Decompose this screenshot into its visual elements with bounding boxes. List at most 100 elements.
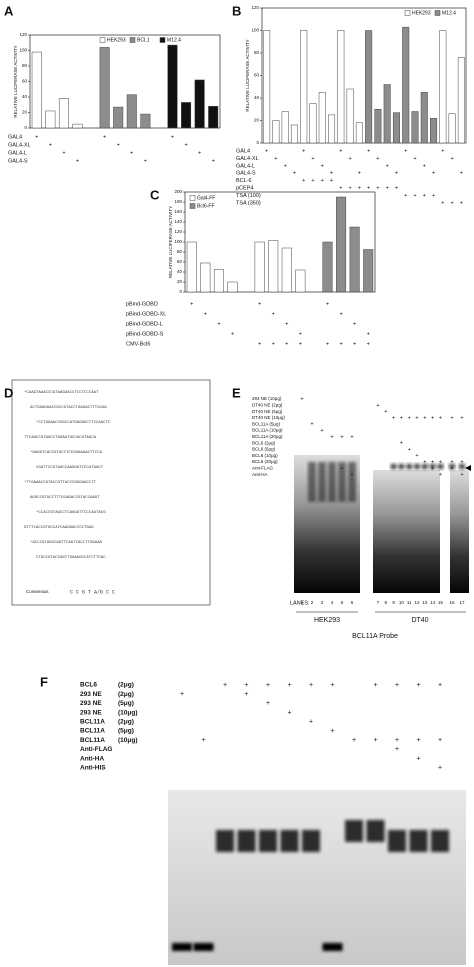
row-label: GAL4-L xyxy=(8,150,27,156)
gel-band xyxy=(429,464,436,469)
y-tick-label: 0 xyxy=(24,125,27,130)
row-mark: + xyxy=(204,311,207,317)
shifted-band xyxy=(388,830,406,852)
condition-mark: + xyxy=(415,415,418,421)
bar xyxy=(309,103,317,144)
condition-mark: + xyxy=(450,415,453,421)
row-label: GAL4-S xyxy=(8,158,28,164)
row-label: pBind-GDBD-L xyxy=(126,321,163,327)
row-label: GAL4 xyxy=(8,134,22,140)
lane-number: 8 xyxy=(385,600,388,605)
gel-band xyxy=(308,462,316,502)
condition-mark: + xyxy=(460,472,463,478)
condition-mark: + xyxy=(460,459,463,465)
row-mark: + xyxy=(326,341,329,347)
row-mark: + xyxy=(272,311,275,317)
bar xyxy=(290,124,298,144)
condition-mark: + xyxy=(223,682,227,689)
row-mark: + xyxy=(274,156,277,162)
row-label: CMV-Bcl6 xyxy=(126,341,150,347)
row-mark: + xyxy=(460,200,463,206)
condition-mark: + xyxy=(340,434,343,440)
row-mark: + xyxy=(321,178,324,184)
bar xyxy=(457,57,465,144)
row-mark: + xyxy=(171,134,174,140)
bar xyxy=(336,196,347,293)
shifted-band xyxy=(431,830,449,852)
condition-mark: + xyxy=(431,459,434,465)
condition-mark: + xyxy=(439,459,442,465)
bar xyxy=(295,269,306,293)
bar xyxy=(45,110,56,129)
gel-band xyxy=(406,464,413,469)
condition-label: BCL11A (10μg) xyxy=(252,428,283,433)
row-label: GAL4-XL xyxy=(236,156,259,162)
condition-label: BCL11A (20μg) xyxy=(252,434,283,439)
row-mark: + xyxy=(190,301,193,307)
row-mark: + xyxy=(450,156,453,162)
gel xyxy=(373,470,469,593)
y-tick-label: 200 xyxy=(174,189,182,194)
condition-mark: + xyxy=(266,682,270,689)
y-tick-label: 20 xyxy=(22,110,28,115)
row-label: pBind-GDBD-XL xyxy=(126,311,166,317)
row-label: GAL4-S xyxy=(236,171,256,177)
row-mark: + xyxy=(460,171,463,177)
row-mark: + xyxy=(339,311,342,317)
condition-mark: + xyxy=(423,459,426,465)
condition-label: BCL11A (5μg) xyxy=(252,421,281,426)
condition-label: BCL6 (2μg) xyxy=(252,440,276,445)
condition-mark: + xyxy=(408,415,411,421)
row-mark: + xyxy=(285,341,288,347)
row-mark: + xyxy=(413,156,416,162)
shifted-band xyxy=(366,820,385,842)
y-tick-label: 20 xyxy=(254,118,260,123)
condition-mark: + xyxy=(416,737,420,744)
gel-band xyxy=(449,464,455,469)
gel-band xyxy=(338,462,346,502)
gel-band xyxy=(459,464,465,469)
bar xyxy=(268,240,279,293)
row-mark: + xyxy=(258,301,261,307)
y-tick-label: 100 xyxy=(174,239,182,244)
condition-mark: + xyxy=(415,453,418,459)
condition-mark: + xyxy=(392,415,395,421)
y-tick-label: 0 xyxy=(179,289,182,294)
bar xyxy=(383,84,391,144)
condition-label: DT40 NE (2μg) xyxy=(252,402,283,407)
probe-label: BCL11A Probe xyxy=(352,633,398,640)
row-mark: + xyxy=(184,142,187,148)
y-tick-label: 120 xyxy=(174,229,182,234)
legend-label: M12.4 xyxy=(167,37,181,43)
condition-label: BCL6 (5μg) xyxy=(252,447,276,452)
row-mark: + xyxy=(311,178,314,184)
shifted-band xyxy=(216,830,234,852)
y-tick-label: 80 xyxy=(177,249,183,254)
condition-label: Anti-HA xyxy=(252,472,268,477)
gel-band xyxy=(348,462,356,502)
condition-amount: (5μg) xyxy=(118,728,134,735)
condition-mark: + xyxy=(439,472,442,478)
sequence-line: *ACCCGTAGCCGGTTCAGTCACCTTGGAAA xyxy=(30,540,103,545)
legend-label: HEK293 xyxy=(412,10,431,16)
lane-number: 15 xyxy=(438,600,444,605)
lane-number: 7 xyxy=(377,600,380,605)
lane-number: 4 xyxy=(331,600,334,605)
condition-amount: (10μg) xyxy=(118,737,138,744)
row-mark: + xyxy=(49,142,52,148)
y-tick-label: 140 xyxy=(174,219,182,224)
row-mark: + xyxy=(367,148,370,154)
row-mark: + xyxy=(353,321,356,327)
legend-swatch xyxy=(404,10,411,16)
condition-mark: + xyxy=(431,415,434,421)
row-label: pCEP4 xyxy=(236,185,253,191)
sequence-line: *CCTGGAACCGGCCATGAGAGCTTCCAACTC xyxy=(36,420,111,425)
y-axis-label: RELATIVE LUCIFERASE ACTIVITY xyxy=(245,39,250,111)
bar xyxy=(318,92,326,144)
free-probe-band xyxy=(193,943,214,951)
row-mark: + xyxy=(302,148,305,154)
row-mark: + xyxy=(423,163,426,169)
row-mark: + xyxy=(330,171,333,177)
condition-mark: + xyxy=(416,755,420,762)
